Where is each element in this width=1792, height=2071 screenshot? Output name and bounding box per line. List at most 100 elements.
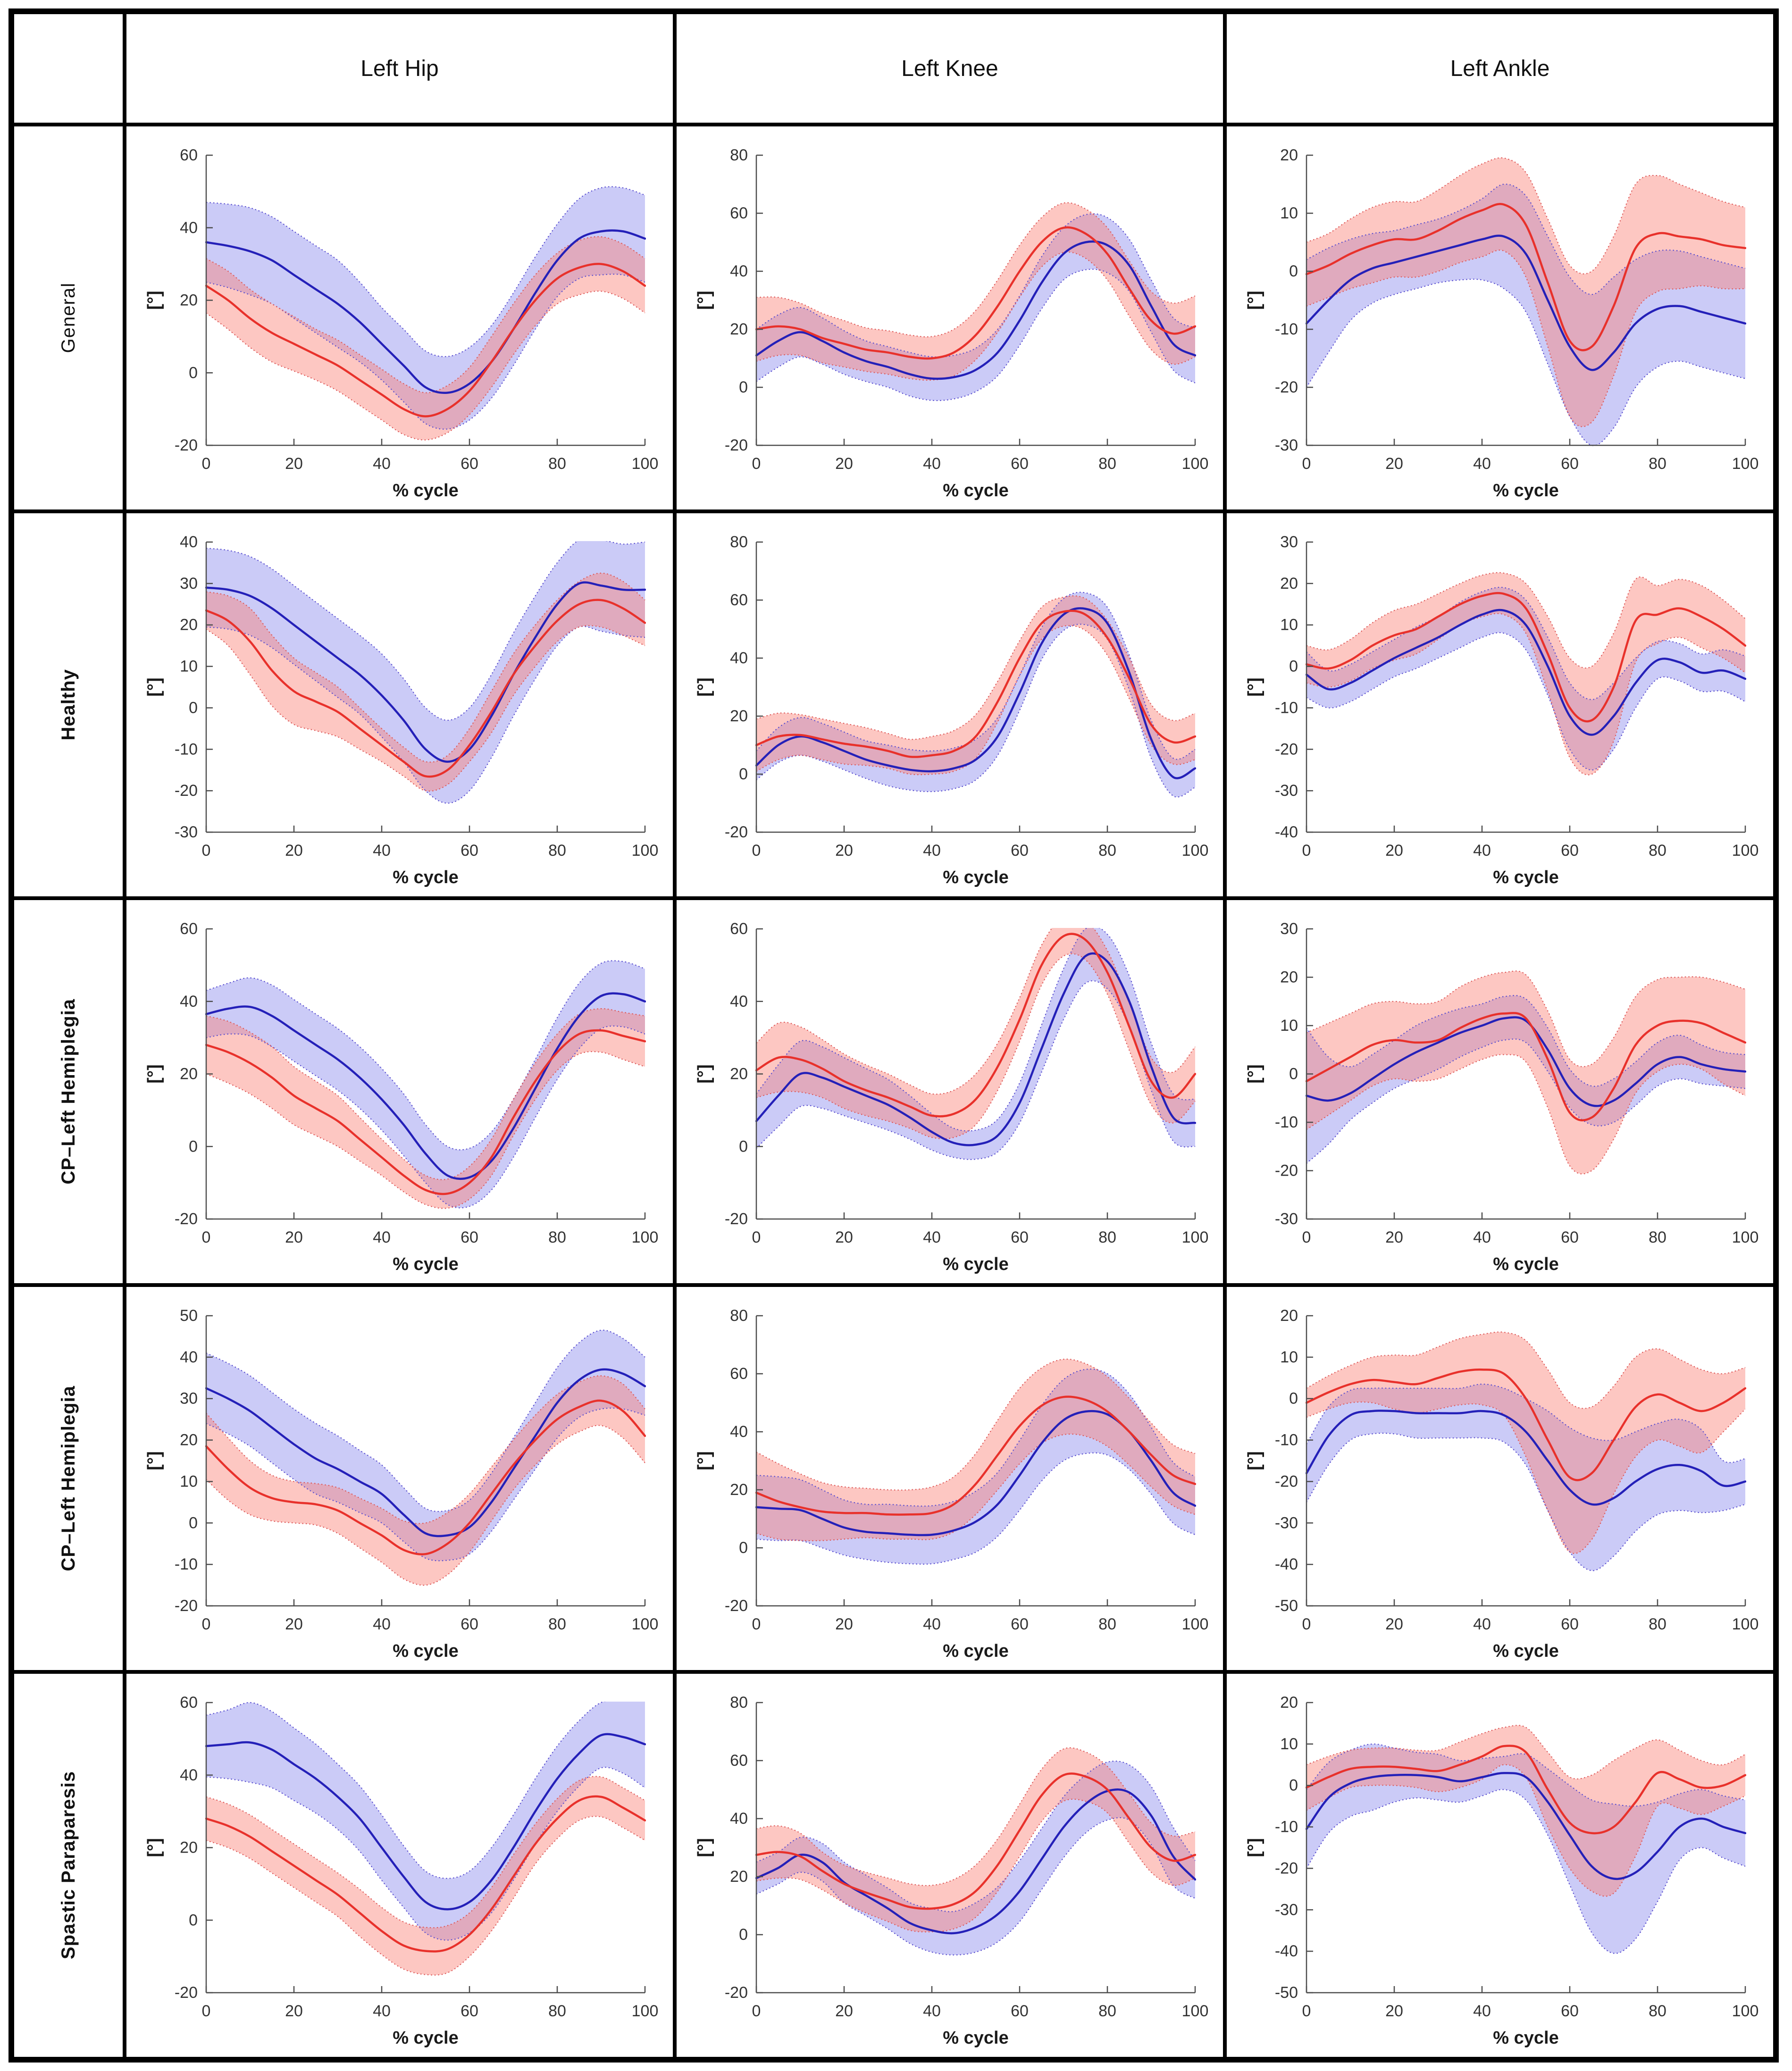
- y-tick-label: -10: [1275, 1113, 1298, 1131]
- red-mean-line: [205, 599, 646, 778]
- red-band-lower-edge: [756, 1798, 1196, 1933]
- chart-cell-general-left-hip-0: -20 0 20 40 60 0 20 40 60 80 100% cycle [°]: [126, 126, 673, 509]
- y-tick-label: 50: [180, 1307, 198, 1325]
- y-tick-label: 80: [730, 146, 748, 164]
- x-axis-label: % cycle: [393, 481, 458, 501]
- red-mean-line: [1306, 1368, 1746, 1481]
- y-tick-label: 0: [189, 699, 198, 717]
- x-tick-label: 40: [923, 1615, 941, 1633]
- x-tick-label: 0: [1302, 842, 1311, 860]
- x-tick-label: 20: [1385, 1228, 1403, 1246]
- x-tick-label: 100: [632, 842, 659, 860]
- y-tick-label: -20: [725, 823, 748, 841]
- x-tick-label: 60: [1561, 1615, 1579, 1633]
- row-label-cell-healthy-1: Healthy: [14, 513, 123, 896]
- red-mean-line: [755, 1772, 1196, 1910]
- y-tick-label: 20: [1280, 969, 1298, 986]
- y-tick-label: 10: [1280, 204, 1298, 222]
- column-header-left-ankle: Left Ankle: [1227, 14, 1773, 123]
- x-tick-label: 40: [923, 842, 941, 860]
- y-axis-label: [°]: [144, 291, 164, 310]
- red-band: [206, 573, 645, 791]
- y-axis-label: [°]: [695, 677, 714, 697]
- chart-cell-cp-left-hemiplegia-left-knee-2: -20 0 20 40 60 0 20 40 60 80 100% cycle [°]: [677, 900, 1223, 1283]
- column-header-left-hip: Left Hip: [126, 14, 673, 123]
- chart-cell-spastic-paraparesis-left-knee-4: -20 0 20 40 60 80 0 20 40 60 80 100% cycle [°]: [677, 1674, 1223, 2057]
- red-band-lower-edge: [206, 290, 645, 441]
- red-band-upper-edge: [756, 1747, 1196, 1887]
- x-tick-label: 80: [1098, 1615, 1116, 1633]
- y-tick-label: 40: [180, 219, 198, 237]
- y-axis-label: [°]: [1245, 1451, 1264, 1470]
- x-tick-label: 60: [1561, 842, 1579, 860]
- chart-spastic-paraparesis-left-ankle-14: -50 -40 -30 -20 -10 0 10 20 0 20 40 60 80 100 % cycle […: [1245, 1694, 1759, 2048]
- y-tick-label: -20: [175, 436, 198, 454]
- x-tick-label: 100: [1732, 2002, 1759, 2020]
- blue-band: [1306, 995, 1745, 1164]
- x-tick-label: 80: [548, 2002, 566, 2020]
- red-band-upper-edge: [756, 202, 1196, 338]
- red-band-lower-edge: [1306, 1764, 1746, 1897]
- x-tick-label: 0: [202, 1615, 211, 1633]
- x-tick-label: 0: [752, 842, 761, 860]
- red-band: [206, 236, 645, 440]
- x-tick-label: 80: [1649, 2002, 1666, 2020]
- blue-band-upper-edge: [1306, 995, 1746, 1087]
- y-axis-label: [°]: [695, 291, 714, 310]
- y-tick-label: 40: [180, 1348, 198, 1366]
- x-tick-label: 0: [202, 1228, 211, 1246]
- y-tick-label: -20: [1275, 1859, 1298, 1877]
- y-tick-label: 0: [1289, 1065, 1298, 1083]
- blue-mean-line: [755, 240, 1196, 380]
- x-tick-label: 20: [1385, 455, 1403, 473]
- x-axis-label: % cycle: [393, 868, 458, 887]
- red-band: [1306, 572, 1745, 775]
- red-band-lower-edge: [1306, 613, 1746, 776]
- blue-mean-line: [1306, 1409, 1746, 1506]
- x-tick-label: 60: [461, 455, 478, 473]
- x-tick-label: 100: [632, 455, 659, 473]
- red-band: [756, 596, 1195, 775]
- x-tick-label: 80: [548, 1615, 566, 1633]
- column-header-left-knee: Left Knee: [677, 14, 1223, 123]
- chart-cell-spastic-paraparesis-left-ankle-4: -50 -40 -30 -20 -10 0 10 20 0 20 40 60 80 100 % cycle […: [1227, 1674, 1773, 2057]
- y-tick-label: 20: [1280, 146, 1298, 164]
- blue-mean-line: [205, 581, 646, 763]
- y-tick-label: 0: [189, 1911, 198, 1929]
- red-mean-line: [205, 263, 646, 418]
- x-tick-label: 40: [1473, 842, 1491, 860]
- y-tick-label: 60: [180, 920, 198, 938]
- blue-band: [756, 928, 1195, 1160]
- blue-band-lower-edge: [1306, 278, 1746, 446]
- blue-mean-line: [1306, 1016, 1746, 1107]
- chart-cell-cp-left-hemiplegia-left-hip-3: -20 -10 0 10 20 30 40 50 0 20 40 60 80 100 % cycle [°]: [126, 1287, 673, 1670]
- red-mean-line: [755, 226, 1196, 360]
- red-band-upper-edge: [1306, 1331, 1746, 1409]
- x-tick-label: 100: [1732, 1228, 1759, 1246]
- x-tick-label: 0: [1302, 1615, 1311, 1633]
- row-label-cell-cp-left-hemiplegia-3: CP–Left Hemiplegia: [14, 1287, 123, 1670]
- y-tick-label: 20: [730, 1481, 748, 1499]
- y-tick-label: 10: [180, 658, 198, 676]
- x-tick-label: 20: [1385, 842, 1403, 860]
- y-tick-label: -20: [725, 1210, 748, 1228]
- blue-mean-line: [1306, 609, 1746, 736]
- y-tick-label: -10: [1275, 1818, 1298, 1836]
- x-axis-label: % cycle: [1493, 868, 1558, 887]
- red-band: [1306, 1332, 1745, 1553]
- blue-mean-line: [205, 1733, 646, 1911]
- red-mean-line: [1306, 592, 1746, 723]
- x-tick-label: 60: [1561, 2002, 1579, 2020]
- red-band-upper-edge: [206, 1375, 645, 1524]
- blue-band-upper-edge: [1306, 184, 1746, 295]
- plot-area: [205, 1329, 646, 1586]
- blue-band-upper-edge: [756, 1369, 1196, 1507]
- x-tick-label: 40: [373, 842, 391, 860]
- blue-mean-line: [1306, 1772, 1746, 1880]
- y-tick-label: 10: [1280, 1735, 1298, 1753]
- blue-band-upper-edge: [1306, 1383, 1746, 1463]
- x-tick-label: 40: [373, 1228, 391, 1246]
- plot-area: [1306, 157, 1746, 446]
- x-tick-label: 20: [285, 455, 303, 473]
